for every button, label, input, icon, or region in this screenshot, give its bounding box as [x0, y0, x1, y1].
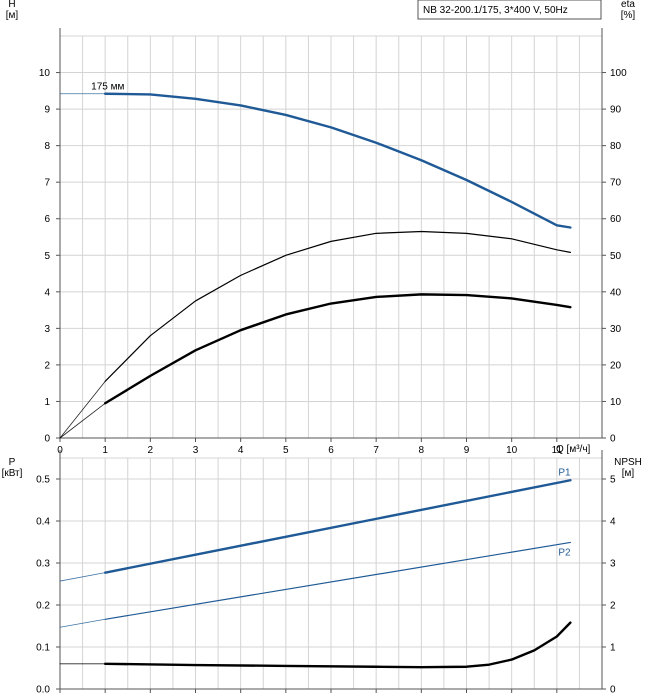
y-tick-label-left: 3	[44, 324, 50, 335]
series-line-0	[103, 479, 572, 574]
y-tick-label-left: 9	[44, 105, 50, 116]
y-tick-label-left: 0	[44, 434, 50, 445]
y-tick-label-right: 10	[610, 397, 622, 408]
series-line-1	[104, 230, 571, 382]
y-axis-title-left: P	[9, 457, 16, 468]
y-tick-label-left: 0.1	[36, 643, 50, 654]
x-tick-label: 2	[148, 445, 154, 456]
y-axis-title-right: [%]	[621, 10, 636, 21]
series-extrapolation-2	[59, 402, 106, 439]
y-axis-title-right: eta	[621, 0, 635, 10]
y-tick-label-right: 30	[610, 324, 622, 335]
y-tick-label-right: 100	[610, 68, 627, 79]
y-tick-label-left: 10	[39, 68, 51, 79]
x-axis-title: Q [м³/ч]	[556, 444, 591, 455]
y-tick-label-left: 1	[44, 397, 50, 408]
series-extrapolation-1	[59, 380, 106, 439]
y-tick-label-right: 0	[610, 434, 616, 445]
series-extrapolation-1	[59, 618, 106, 628]
y-tick-label-right: 2	[610, 601, 616, 612]
series-label-p2: P2	[558, 547, 571, 558]
x-tick-label: 10	[506, 445, 518, 456]
y-tick-label-right: 60	[610, 214, 622, 225]
chart-title: NB 32-200.1/175, 3*400 V, 50Hz	[423, 5, 568, 16]
curve-annotation: 175 мм	[91, 82, 124, 93]
y-tick-label-left: 0.0	[36, 685, 50, 696]
y-axis-title-right: NPSH	[614, 457, 642, 468]
series-line-0	[103, 92, 572, 229]
series-label-p1: P1	[558, 467, 571, 478]
y-tick-label-left: 0.5	[36, 475, 50, 486]
y-tick-label-right: 80	[610, 141, 622, 152]
y-tick-label-right: 3	[610, 559, 616, 570]
title-box-frame	[417, 0, 602, 20]
x-tick-label: 4	[238, 445, 244, 456]
y-tick-label-right: 40	[610, 287, 622, 298]
series-line-2	[103, 293, 572, 405]
y-tick-label-left: 7	[44, 178, 50, 189]
y-tick-label-right: 5	[610, 475, 616, 486]
x-tick-label: 1	[102, 445, 108, 456]
y-axis-title-left: H	[8, 0, 15, 10]
y-axis-title-left: [м]	[6, 10, 19, 21]
x-tick-label: 5	[283, 445, 289, 456]
x-tick-label: 6	[328, 445, 334, 456]
y-axis-title-left: [кВт]	[2, 468, 23, 479]
y-tick-label-left: 0.3	[36, 559, 50, 570]
series-line-1	[104, 541, 571, 620]
x-tick-label: 8	[419, 445, 425, 456]
power-npsh-panel: 0.0 0.1 0.2 0.3 0.4 0.5 0 1 2 3 4 5 P[кВт] NPSH[м] P1 P…	[2, 450, 642, 696]
y-tick-label-left: 0.4	[36, 517, 50, 528]
y-axis-title-right: [м]	[622, 468, 635, 479]
y-tick-label-right: 0	[610, 685, 616, 696]
y-tick-label-left: 5	[44, 251, 50, 262]
y-tick-label-right: 20	[610, 360, 622, 371]
series-line-2	[103, 621, 572, 669]
x-tick-label: 9	[464, 445, 470, 456]
head-efficiency-panel: 0123456789100102030405060708090100012345…	[6, 0, 636, 456]
y-tick-label-right: 1	[610, 643, 616, 654]
series-extrapolation-0	[59, 572, 106, 582]
x-tick-label: 3	[193, 445, 199, 456]
y-tick-label-right: 50	[610, 251, 622, 262]
y-tick-label-left: 2	[44, 360, 50, 371]
y-tick-label-right: 90	[610, 105, 622, 116]
y-tick-label-right: 70	[610, 178, 622, 189]
x-tick-label: 11	[552, 445, 563, 456]
y-tick-label-left: 6	[44, 214, 50, 225]
x-tick-label: 7	[373, 445, 379, 456]
y-tick-label-right: 4	[610, 517, 616, 528]
y-tick-label-left: 0.2	[36, 601, 50, 612]
y-tick-label-left: 4	[44, 287, 50, 298]
title-box: NB 32-200.1/175, 3*400 V, 50Hz	[417, 0, 602, 20]
y-tick-label-left: 8	[44, 141, 50, 152]
